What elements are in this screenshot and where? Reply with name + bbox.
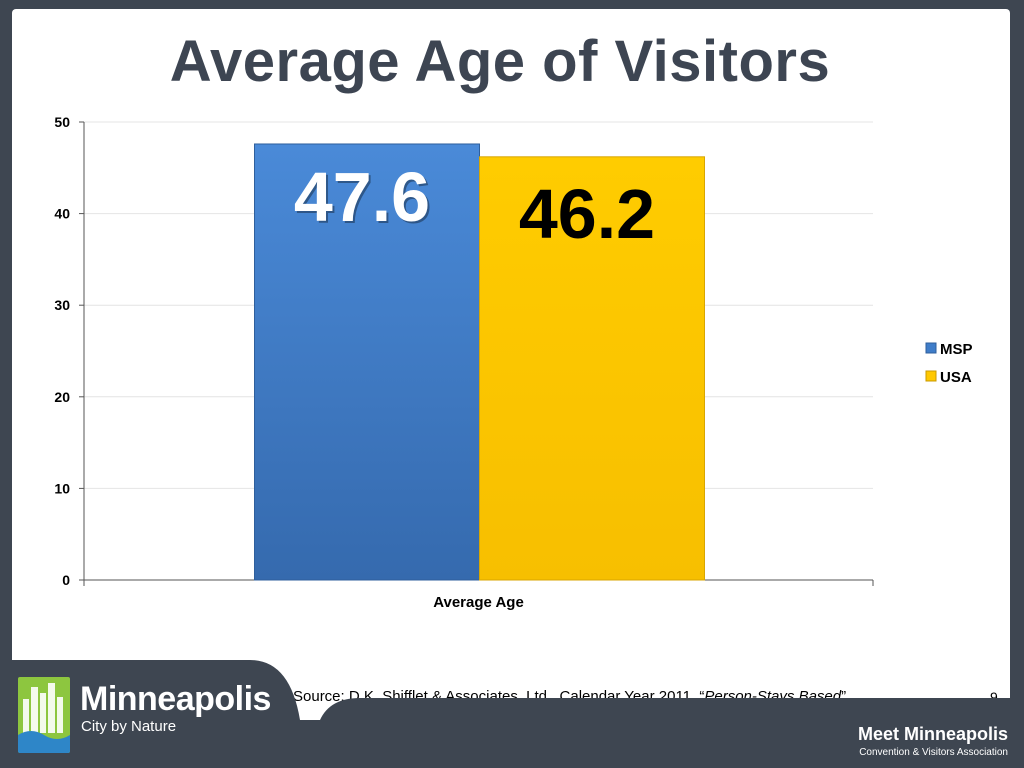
bars <box>254 143 705 581</box>
footer-band <box>0 660 1024 768</box>
y-tick-label: 0 <box>62 572 70 588</box>
y-tick-label: 20 <box>54 389 70 405</box>
legend-swatch-msp <box>925 342 937 354</box>
axes: 0 10 20 30 40 50 Average Age <box>54 114 874 611</box>
bar-usa <box>479 156 705 581</box>
legend-label-msp: MSP <box>940 341 973 358</box>
y-tick-label: 10 <box>54 480 70 496</box>
org-subtitle: Convention & Visitors Association <box>859 747 1008 758</box>
data-labels: 47.647.6 46.2 <box>294 158 655 253</box>
y-tick-label: 30 <box>54 297 70 313</box>
legend: MSP USA <box>925 341 973 386</box>
legend-label-usa: USA <box>940 369 972 386</box>
x-category-label: Average Age <box>433 594 524 611</box>
data-label-shadow: 47.6 <box>296 160 432 238</box>
data-label-msp: 47.6 <box>294 158 430 236</box>
minneapolis-logo-icon <box>18 677 70 753</box>
legend-swatch-usa <box>925 370 937 382</box>
page-number: 9 <box>990 689 998 705</box>
city-name: Minneapolis <box>80 680 271 718</box>
slide-title: Average Age of Visitors <box>169 29 831 94</box>
city-tagline: City by Nature <box>81 718 177 735</box>
y-tick-label: 50 <box>54 114 70 130</box>
data-label-usa: 46.2 <box>519 175 655 253</box>
org-name: Meet Minneapolis <box>857 724 1008 744</box>
y-tick-label: 40 <box>54 206 70 222</box>
source-close-quote: ” <box>841 688 847 705</box>
bar-msp <box>254 143 480 581</box>
